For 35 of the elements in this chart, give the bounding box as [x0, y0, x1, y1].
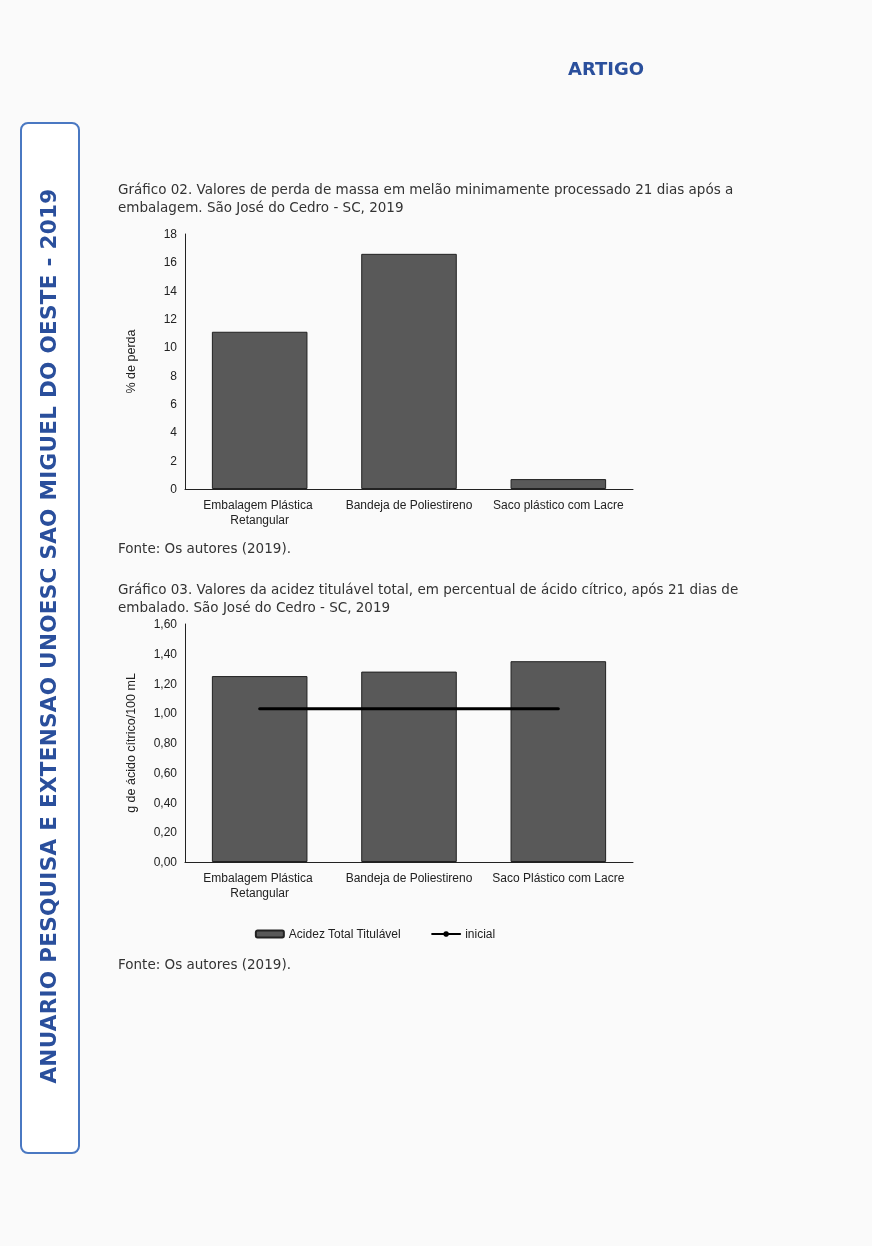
y-tick-label: 2: [170, 453, 178, 468]
chart-title: Gráfico 02. Valores de perda de massa em melão minimamente processado 21 dias após a embalagem. São José do Cedro - SC, 2019: [118, 180, 735, 216]
y-tick-label: 1,20: [153, 676, 178, 691]
y-tick-label: 12: [163, 312, 178, 326]
chart-title: Gráfico 03. Valores da acidez titulável total, em percentual de ácido cítrico, após 21 dias de embalado. São José do Cedro - SC, 2019: [118, 580, 740, 616]
y-tick-label: 0,20: [153, 825, 178, 840]
y-tick-label: 0: [170, 482, 178, 496]
x-tick-label: Embalagem Plástica Retangular: [203, 497, 317, 527]
y-tick-label: 8: [170, 368, 178, 383]
legend-label: inicial: [465, 927, 496, 941]
text: ARTIGO: [567, 58, 644, 79]
y-tick-label: 1,60: [153, 617, 178, 631]
x-tick-label: Bandeja de Poliestireno: [345, 870, 473, 885]
x-tick-label: Saco plástico com Lacre: [492, 497, 625, 512]
x-tick-label: Saco Plástico com Lacre: [492, 870, 625, 885]
y-tick-label: 1,40: [153, 646, 178, 661]
y-tick-label: 10: [163, 340, 178, 355]
y-tick-label: 0,60: [153, 765, 178, 780]
legend-label: Acidez Total Titulável: [288, 927, 401, 941]
y-tick-label: 0,00: [153, 855, 178, 869]
y-tick-label: 4: [170, 425, 178, 440]
y-axis-title: % de perda: [123, 329, 138, 394]
y-tick-label: 18: [163, 227, 178, 241]
y-tick-label: 0,80: [153, 736, 178, 750]
y-tick-label: 0,40: [153, 795, 178, 810]
source-note: Fonte: Os autores (2019).: [118, 540, 291, 556]
text: ANUARIO PESQUISA E EXTENSAO UNOESC SAO MIGUEL DO OESTE - 2019: [35, 188, 61, 1084]
x-tick-label: Embalagem Plástica Retangular: [203, 870, 317, 900]
y-tick-label: 6: [170, 397, 178, 411]
y-tick-label: 14: [163, 283, 178, 298]
y-tick-label: 1,00: [153, 706, 178, 721]
y-tick-label: 16: [163, 255, 178, 270]
y-axis-title: g de ácido cítrico/100 mL: [123, 673, 138, 813]
source-note: Fonte: Os autores (2019).: [118, 956, 291, 972]
x-tick-label: Bandeja de Poliestireno: [345, 497, 473, 512]
